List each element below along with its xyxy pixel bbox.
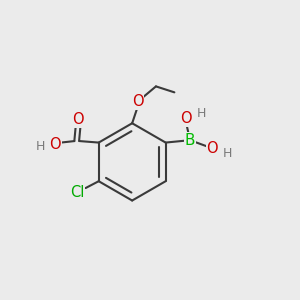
Text: H: H bbox=[223, 147, 232, 161]
Text: O: O bbox=[206, 141, 218, 156]
Text: H: H bbox=[35, 140, 45, 153]
Text: B: B bbox=[185, 133, 195, 148]
Text: O: O bbox=[181, 111, 192, 126]
Text: H: H bbox=[197, 107, 207, 120]
Text: O: O bbox=[49, 136, 61, 152]
Text: Cl: Cl bbox=[70, 185, 85, 200]
Text: O: O bbox=[72, 112, 83, 127]
Text: O: O bbox=[132, 94, 143, 110]
